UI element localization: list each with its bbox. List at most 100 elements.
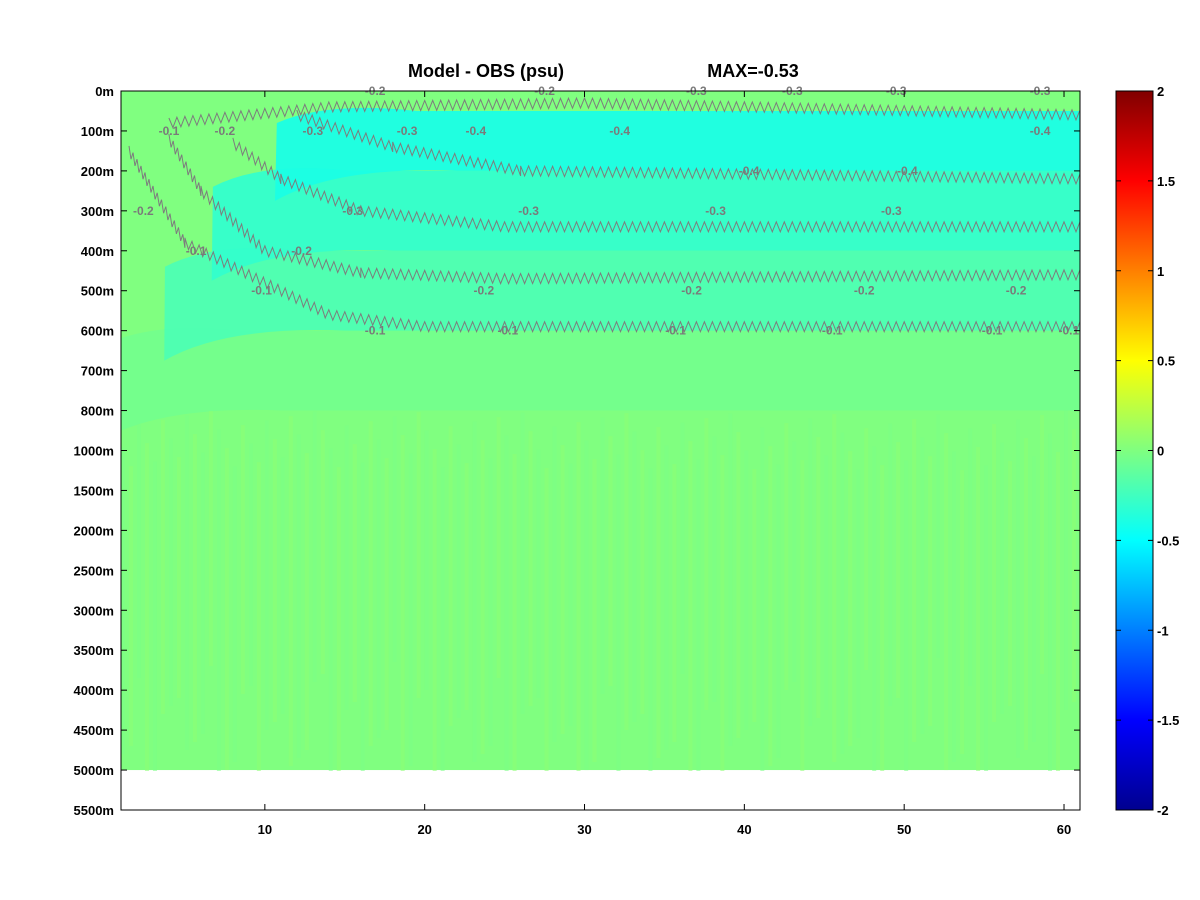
field-stripe — [520, 412, 525, 715]
field-stripe — [1008, 461, 1013, 707]
field-stripe — [432, 449, 437, 771]
field-stripe — [976, 447, 981, 771]
field-stripe — [1024, 438, 1029, 751]
field-stripe — [1072, 429, 1077, 703]
contour-layer — [128, 96, 1080, 334]
colorbar-tick-label: -2 — [1157, 803, 1169, 818]
field-stripe — [568, 463, 573, 727]
field-stripe — [968, 428, 973, 687]
contour-label: -0.1 — [186, 244, 207, 258]
contour-label: -0.1 — [497, 324, 518, 338]
y-tick-label: 0m — [95, 84, 114, 99]
contour-label: -0.1 — [822, 324, 843, 338]
field-stripe — [408, 453, 413, 767]
x-tick-label: 10 — [258, 822, 272, 837]
contour-minus-0.2 — [168, 133, 1080, 286]
field-region-upper — [211, 168, 1080, 281]
field-stripe — [528, 431, 533, 707]
contour-label: -0.1 — [982, 324, 1003, 338]
field-stripe — [792, 441, 797, 683]
y-tick-label: 1000m — [74, 444, 114, 459]
contour-minus-0.3 — [232, 137, 1080, 234]
x-tick-label: 30 — [577, 822, 591, 837]
y-tick-label: 800m — [81, 404, 114, 419]
x-tick-label: 50 — [897, 822, 911, 837]
field-stripe — [264, 420, 269, 731]
y-tick-label: 600m — [81, 324, 114, 339]
field-stripe — [648, 468, 653, 771]
contour-label: -0.2 — [854, 284, 875, 298]
contour-minus-0.1 — [128, 145, 1080, 334]
contour-label: -0.2 — [215, 124, 236, 138]
field-stripe — [144, 443, 149, 771]
field-stripe — [848, 451, 853, 747]
field-stripe — [992, 424, 997, 723]
x-tick-label: 40 — [737, 822, 751, 837]
chart-subtitle: MAX=-0.53 — [707, 61, 799, 81]
field-stripe — [656, 427, 661, 759]
contour-label: -0.1 — [251, 284, 272, 298]
x-tick-label: 60 — [1057, 822, 1071, 837]
y-tick-label: 700m — [81, 364, 114, 379]
field-stripe — [136, 424, 141, 679]
field-stripe — [600, 417, 605, 695]
field-stripe — [312, 411, 317, 683]
field-stripe — [536, 449, 541, 699]
field-stripe — [760, 427, 765, 771]
field-stripe — [1040, 415, 1045, 675]
field-stripe — [352, 444, 357, 703]
contour-label: -0.3 — [705, 204, 726, 218]
contour-label: -0.3 — [518, 204, 539, 218]
field-stripe — [480, 440, 485, 755]
field-stripe — [928, 456, 933, 727]
y-tick-label: 200m — [81, 164, 114, 179]
contour-label: -0.3 — [342, 204, 363, 218]
contour-label: -0.4 — [609, 124, 630, 138]
field-stripe — [856, 469, 861, 739]
contour-label: -0.4 — [739, 164, 760, 178]
contour-label: -0.1 — [1058, 324, 1079, 338]
y-tick-label: 500m — [81, 284, 114, 299]
field-stripe — [416, 412, 421, 699]
field-stripe — [248, 443, 253, 687]
y-tick-label: 2500m — [74, 563, 114, 578]
field-stripe — [584, 440, 589, 771]
field-stripe — [208, 411, 213, 667]
contour-label: -0.2 — [133, 204, 154, 218]
field-stripe — [320, 430, 325, 675]
field-stripe — [640, 450, 645, 715]
field-stripe — [784, 423, 789, 691]
field-stripe — [688, 441, 693, 771]
field-stripe — [1048, 433, 1053, 771]
field-stripe — [280, 457, 285, 715]
field-stripe — [456, 444, 461, 719]
colorbar-ticks: 2 1.5 1 0.5 0 -0.5 -1 -1.5 -2 — [1116, 84, 1179, 818]
field-stripe — [184, 415, 189, 751]
field-stripe — [368, 421, 373, 747]
field-stripe — [1064, 410, 1069, 711]
field-stripe — [800, 460, 805, 771]
field-stripe — [240, 425, 245, 695]
y-tick-label: 400m — [81, 244, 114, 259]
contour-labels: -0.1 -0.1 -0.1 -0.1 -0.1 -0.1 -0.1 -0.1 -0.2 -0.2… — [133, 84, 1079, 338]
y-tick-label: 100m — [81, 124, 114, 139]
field-stripe — [552, 426, 557, 743]
colorbar-tick-label: 1 — [1157, 264, 1164, 279]
field-stripe — [592, 459, 597, 763]
field-stripe — [121, 447, 125, 755]
field-stripe — [696, 459, 701, 771]
field-stripe — [440, 467, 445, 771]
y-tick-label: 1500m — [74, 483, 114, 498]
field-region-deep — [121, 327, 1080, 431]
field-stripe — [736, 432, 741, 739]
field-stripe — [936, 414, 941, 659]
field-stripe — [952, 451, 957, 763]
field-stripe — [1080, 448, 1084, 695]
field-stripe — [920, 437, 925, 735]
field-stripe — [256, 462, 261, 771]
colorbar-tick-label: -0.5 — [1157, 533, 1179, 548]
field-region-thermocline — [274, 107, 1080, 201]
contour-label: -0.3 — [881, 204, 902, 218]
field-stripe — [544, 468, 549, 771]
